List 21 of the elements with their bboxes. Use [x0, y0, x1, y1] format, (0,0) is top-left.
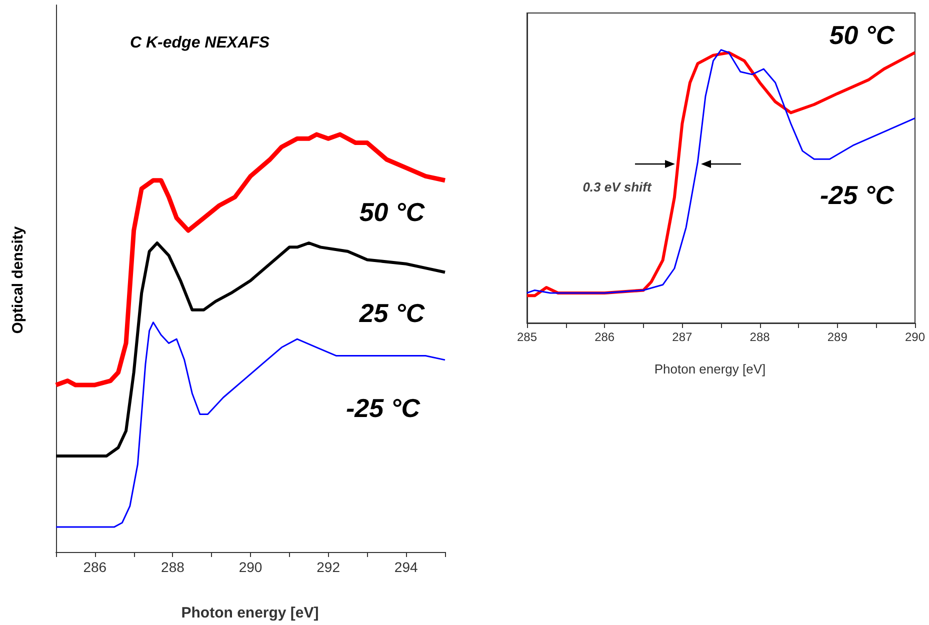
y-axis-title: Optical density [10, 226, 26, 334]
chart-title: C K-edge NEXAFS [130, 34, 270, 52]
x-tick-label: 289 [827, 330, 848, 344]
annotation: 0.3 eV shift [582, 180, 652, 194]
x-tick-label: 290 [904, 330, 926, 344]
x-tick-label: 285 [516, 330, 538, 344]
x-axis-title: Photon energy [eV] [181, 604, 319, 622]
series-label: 50 °C [829, 20, 896, 50]
series-label: -25 °C [820, 180, 896, 210]
x-tick-label: 292 [316, 559, 340, 575]
series-label: 25 °C [358, 298, 426, 328]
x-tick-label: 288 [161, 559, 185, 575]
x-tick-label: 288 [750, 330, 770, 344]
series-label: 50 °C [359, 197, 426, 227]
x-tick-label: 290 [238, 559, 262, 575]
x-tick-label: 294 [394, 559, 418, 575]
x-tick-label: 286 [83, 559, 107, 575]
x-tick-label: 287 [672, 330, 693, 344]
x-tick-label: 286 [594, 330, 615, 344]
series-label: -25 °C [346, 393, 422, 423]
x-axis-title: Photon energy [eV] [654, 362, 766, 376]
